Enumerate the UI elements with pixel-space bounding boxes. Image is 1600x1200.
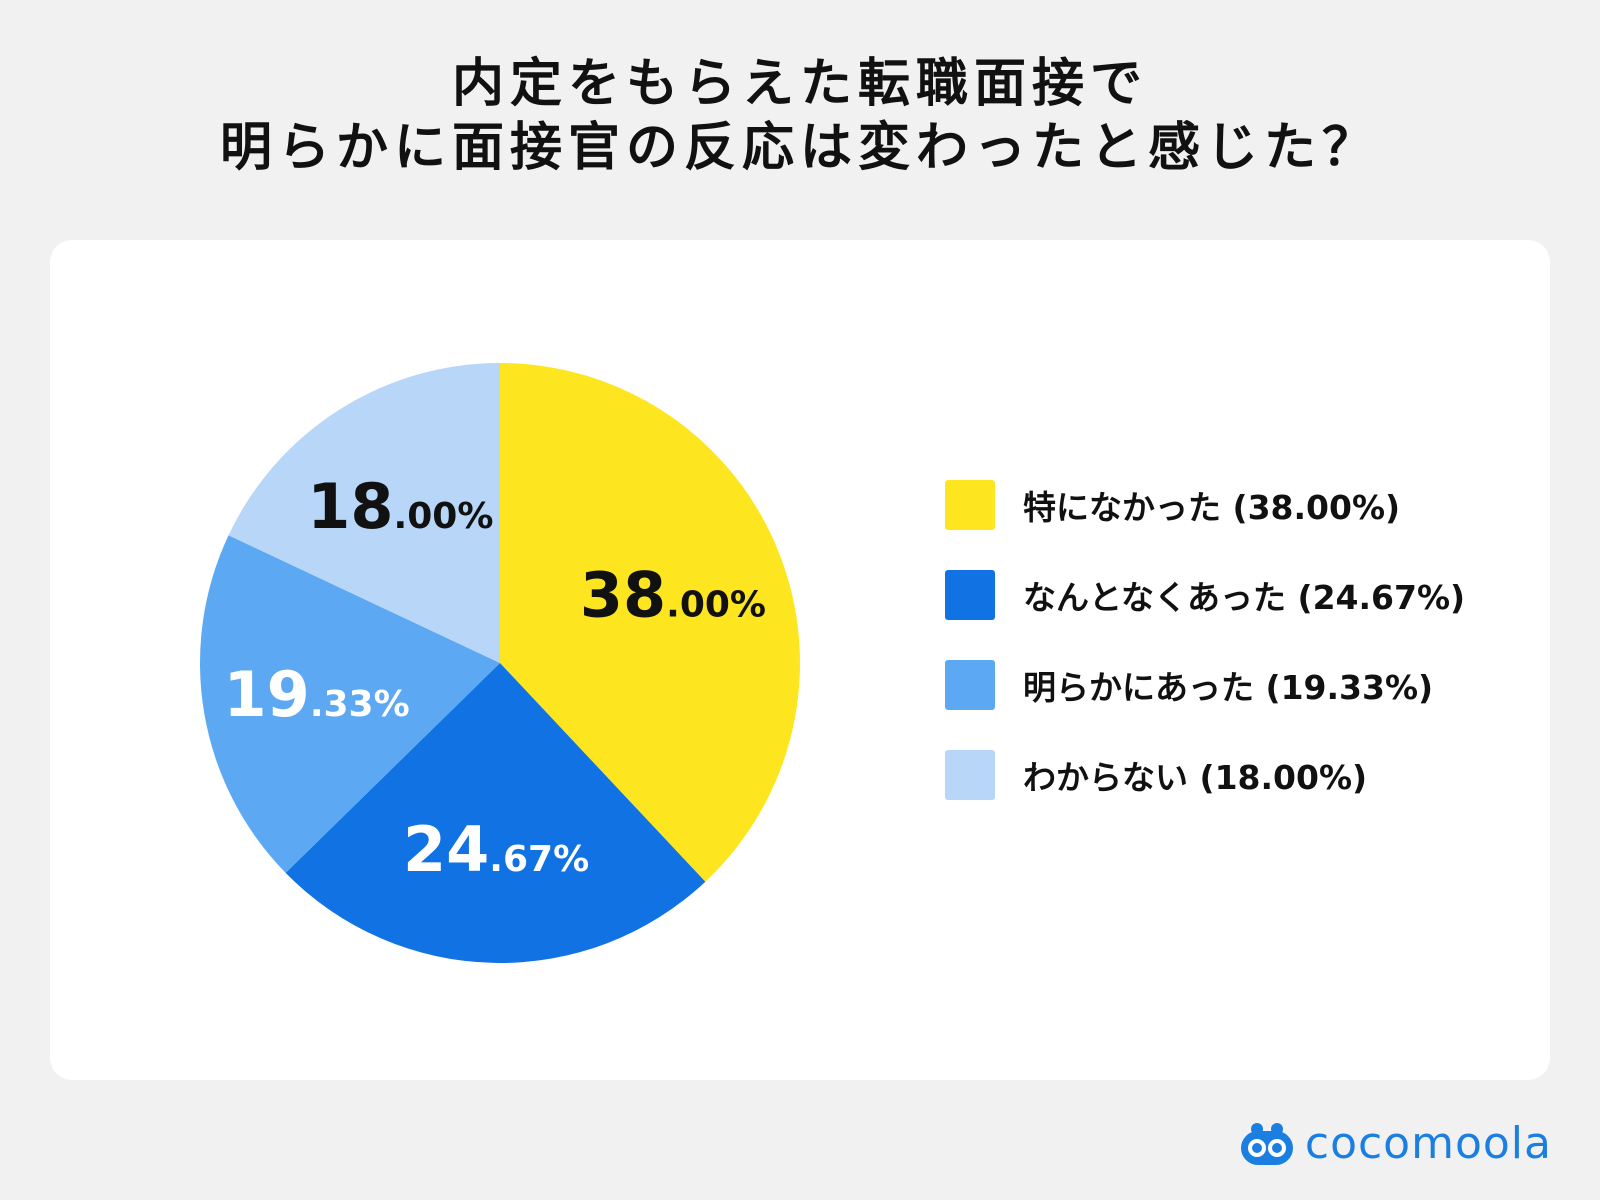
legend-label-3: わからない (18.00%) bbox=[1023, 758, 1368, 797]
pie-slice-label-1: 24.67% bbox=[403, 813, 589, 886]
legend-swatch-0 bbox=[945, 480, 995, 530]
legend-item-0: 特になかった (38.00%) bbox=[945, 480, 1465, 530]
legend-item-1: なんとなくあった (24.67%) bbox=[945, 570, 1465, 620]
pie-slice-label-int-2: 19 bbox=[224, 658, 310, 731]
brand-logo: cocomoola bbox=[1239, 1118, 1552, 1169]
chart-title-line-1: 内定をもらえた転職面接で bbox=[451, 54, 1148, 114]
pie-slice-2 bbox=[199, 535, 500, 873]
legend: 特になかった (38.00%) なんとなくあった (24.67%) 明らかにあっ… bbox=[945, 480, 1465, 840]
chart-title: 内定をもらえた転職面接で 明らかに面接官の反応は変わったと感じた？ bbox=[0, 52, 1600, 180]
brand-name: cocomoola bbox=[1304, 1118, 1552, 1169]
legend-item-3: わからない (18.00%) bbox=[945, 750, 1465, 800]
legend-label-0: 特になかった (38.00%) bbox=[1023, 488, 1401, 527]
chart-card: 38.00% 24.67% 19.33% 18.00% 特になかった (38.00%)… bbox=[50, 240, 1550, 1080]
pie-slice-label-int-3: 18 bbox=[307, 470, 393, 543]
pie-slice-label-dec-2: .33% bbox=[310, 684, 410, 725]
pie-slice-label-0: 38.00% bbox=[580, 559, 766, 632]
legend-label-1: なんとなくあった (24.67%) bbox=[1023, 578, 1466, 617]
pie-slice-label-int-1: 24 bbox=[403, 813, 489, 886]
legend-swatch-3 bbox=[945, 750, 995, 800]
pie-slice-label-int-0: 38 bbox=[580, 559, 666, 632]
pie-slice-label-dec-0: .00% bbox=[666, 585, 766, 626]
legend-item-2: 明らかにあった (19.33%) bbox=[945, 660, 1465, 710]
pie-slice-1 bbox=[285, 663, 706, 964]
pie-slice-label-dec-3: .00% bbox=[394, 496, 494, 537]
legend-swatch-2 bbox=[945, 660, 995, 710]
pie-chart: 38.00%24.67%19.33%18.00% bbox=[199, 363, 801, 964]
pie-slice-label-dec-1: .67% bbox=[489, 839, 589, 880]
chart-title-line-2: 明らかに面接官の反応は変わったと感じた？ bbox=[219, 118, 1380, 178]
cocomoola-logo-icon bbox=[1240, 1122, 1293, 1165]
legend-label-2: 明らかにあった (19.33%) bbox=[1023, 668, 1434, 707]
pie-slice-0 bbox=[500, 363, 801, 882]
pie-slice-label-2: 19.33% bbox=[224, 658, 410, 731]
pie-slice-label-3: 18.00% bbox=[307, 470, 493, 543]
legend-swatch-1 bbox=[945, 570, 995, 620]
pie-slice-3 bbox=[228, 363, 500, 663]
